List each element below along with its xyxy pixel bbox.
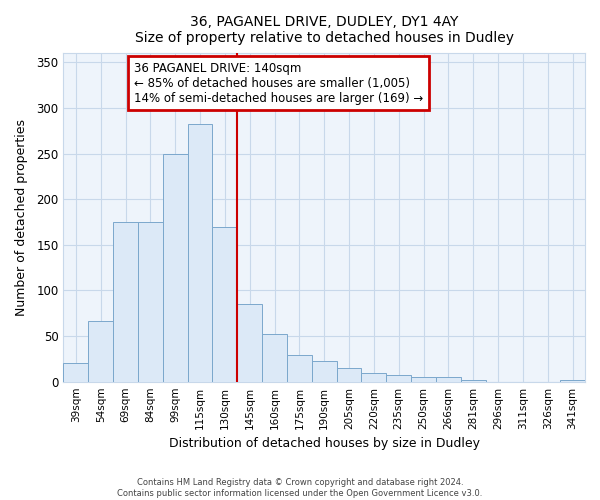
Text: Contains HM Land Registry data © Crown copyright and database right 2024.
Contai: Contains HM Land Registry data © Crown c… (118, 478, 482, 498)
Bar (287, 355, 312, 382)
Bar (312, 360, 337, 382)
Bar (212, 226, 237, 382)
Bar (138, 222, 163, 382)
Bar (262, 334, 287, 382)
X-axis label: Distribution of detached houses by size in Dudley: Distribution of detached houses by size … (169, 437, 480, 450)
Bar (64, 364, 88, 382)
Bar (560, 380, 585, 382)
Bar (361, 372, 386, 382)
Bar (461, 380, 485, 382)
Bar (188, 124, 212, 382)
Bar (113, 222, 138, 382)
Title: 36, PAGANEL DRIVE, DUDLEY, DY1 4AY
Size of property relative to detached houses : 36, PAGANEL DRIVE, DUDLEY, DY1 4AY Size … (135, 15, 514, 45)
Text: 36 PAGANEL DRIVE: 140sqm
← 85% of detached houses are smaller (1,005)
14% of sem: 36 PAGANEL DRIVE: 140sqm ← 85% of detach… (134, 62, 423, 104)
Bar (411, 377, 436, 382)
Bar (163, 154, 188, 382)
Bar (237, 304, 262, 382)
Bar (337, 368, 361, 382)
Y-axis label: Number of detached properties: Number of detached properties (15, 119, 28, 316)
Bar (88, 320, 113, 382)
Bar (386, 376, 411, 382)
Bar (436, 377, 461, 382)
